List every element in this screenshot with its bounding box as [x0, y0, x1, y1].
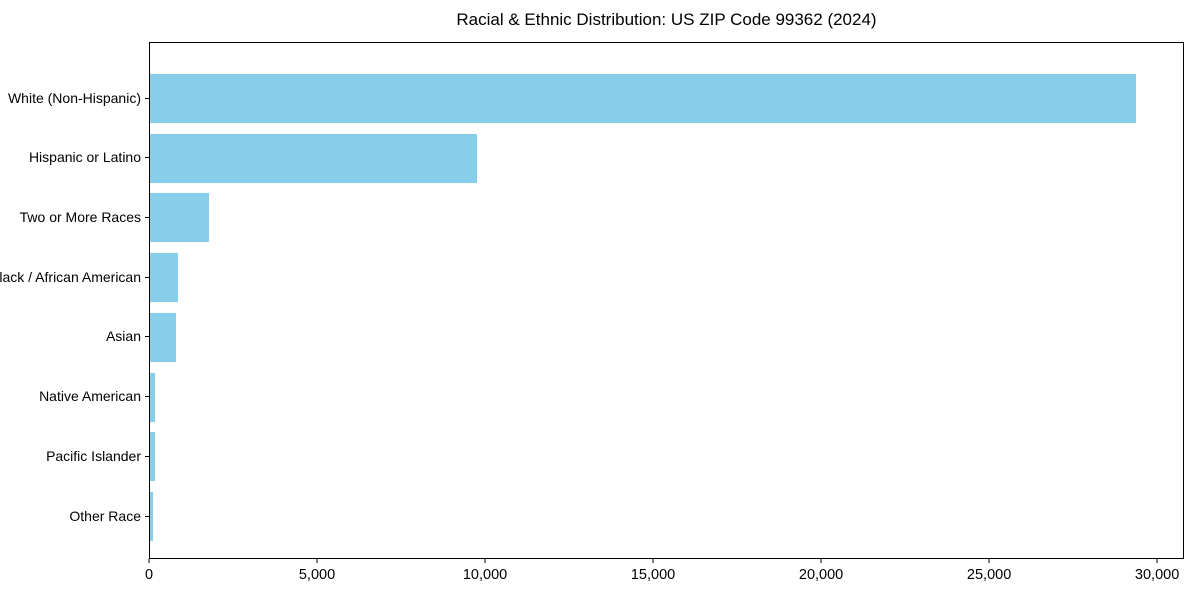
y-tick-mark — [145, 515, 149, 517]
bar-hispanic-or-latino — [150, 133, 478, 183]
x-tick-label: 25,000 — [966, 567, 1012, 583]
y-tick-mark — [145, 276, 149, 278]
bar-two-or-more-races — [150, 193, 210, 243]
bar-native-american — [150, 372, 156, 422]
x-tick-mark — [988, 559, 990, 563]
x-tick-label: 15,000 — [630, 567, 676, 583]
x-tick-mark — [820, 559, 822, 563]
y-tick-mark — [145, 336, 149, 338]
x-tick-mark — [652, 559, 654, 563]
y-axis-label: Hispanic or Latino — [28, 149, 141, 166]
x-tick-mark — [316, 559, 318, 563]
x-tick-label: 0 — [144, 567, 154, 583]
x-tick-label: 10,000 — [462, 567, 508, 583]
y-axis-label: Pacific Islander — [46, 447, 141, 464]
bar-black-african-american — [150, 253, 178, 303]
y-tick-mark — [145, 157, 149, 159]
x-axis: 0 5,000 10,000 15,000 20,000 25,000 30,0… — [145, 559, 1184, 599]
y-tick-mark — [145, 216, 149, 218]
bar-white-non-hispanic — [150, 74, 1137, 123]
x-tick-mark — [484, 559, 486, 563]
y-axis-label: White (Non-Hispanic) — [7, 89, 141, 106]
bar-pacific-islander — [150, 432, 155, 482]
chart-title: Racial & Ethnic Distribution: US ZIP Cod… — [456, 10, 877, 29]
y-axis-label: Native American — [39, 388, 141, 405]
x-tick-label: 30,000 — [1134, 567, 1180, 583]
y-axis-label: Asian — [105, 328, 141, 345]
x-tick-label: 20,000 — [798, 567, 844, 583]
bar-other-race — [150, 492, 154, 542]
x-tick-mark — [148, 559, 150, 563]
bar-asian — [150, 312, 177, 362]
x-tick-mark — [1156, 559, 1158, 563]
y-axis-label: Black / African American — [0, 268, 141, 285]
plot-area — [149, 42, 1184, 559]
y-axis-label: Two or More Races — [19, 208, 141, 225]
y-axis-label: Other Race — [69, 507, 141, 524]
x-tick-label: 5,000 — [298, 567, 336, 583]
y-tick-mark — [145, 455, 149, 457]
y-tick-mark — [145, 396, 149, 398]
y-tick-mark — [145, 97, 149, 99]
